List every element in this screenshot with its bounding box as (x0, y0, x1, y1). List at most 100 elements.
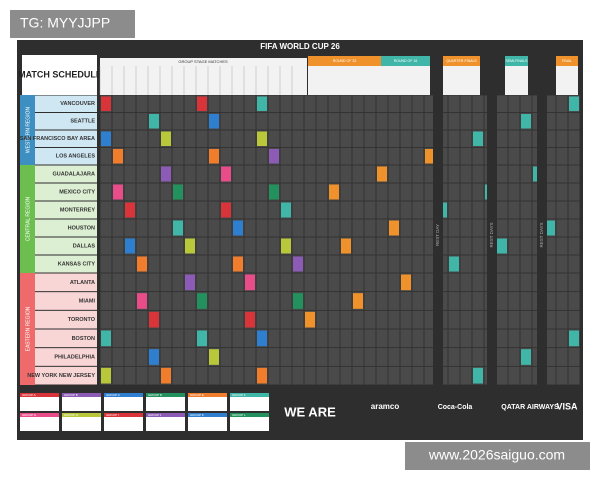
grid-cell (448, 147, 460, 165)
grid-cell (184, 112, 196, 130)
grid-cell (496, 183, 508, 201)
grid-cell (208, 273, 220, 292)
grid-cell (112, 255, 124, 273)
grid-cell (160, 95, 172, 113)
rest-day-label: REST DAYS (539, 222, 544, 247)
grid-cell (304, 165, 316, 183)
grid-cell (400, 95, 412, 113)
grid-cell (316, 95, 328, 113)
grid-cell (172, 130, 184, 148)
grid-cell (304, 183, 316, 201)
round-date-panel (308, 66, 381, 95)
grid-cell (184, 219, 196, 237)
grid-cell (220, 147, 232, 165)
grid-cell (364, 165, 376, 183)
grid-cell (100, 273, 112, 292)
grid-cell (316, 237, 328, 255)
grid-cell (292, 219, 304, 237)
grid-cell (280, 147, 292, 165)
grid-cell (316, 348, 328, 366)
grid-cell (160, 219, 172, 237)
grid-cell (376, 183, 388, 201)
match-cell (245, 274, 255, 291)
logo-text: MATCH SCHEDULE (18, 69, 102, 79)
grid-cell (460, 292, 472, 310)
grid-cell (232, 201, 244, 219)
match-cell (269, 184, 279, 200)
grid-cell (304, 95, 316, 113)
grid-cell (256, 219, 268, 237)
grid-cell (388, 95, 400, 113)
grid-cell (460, 255, 472, 273)
grid-cell (112, 165, 124, 183)
grid-cell (112, 219, 124, 237)
grid-cell (556, 292, 568, 310)
grid-cell (460, 348, 472, 366)
grid-cell (496, 147, 508, 165)
grid-cell (352, 112, 364, 130)
grid-cell (496, 219, 508, 237)
grid-cell (472, 183, 484, 201)
grid-cell (136, 348, 148, 366)
match-cell (173, 220, 183, 236)
grid-cell (388, 329, 400, 348)
grid-cell (304, 348, 316, 366)
grid-cell (196, 237, 208, 255)
grid-cell (364, 255, 376, 273)
grid-cell (520, 237, 532, 255)
grid-cell (268, 95, 280, 113)
grid-cell (556, 310, 568, 329)
grid-cell (556, 219, 568, 237)
grid-cell (304, 147, 316, 165)
grid-cell (220, 310, 232, 329)
group-strip (20, 413, 59, 417)
grid-cell (232, 292, 244, 310)
city-label: ATLANTA (70, 280, 95, 286)
grid-cell (424, 219, 436, 237)
grid-cell (376, 95, 388, 113)
round-label: FINAL (562, 59, 572, 63)
match-cell (197, 96, 207, 111)
grid-cell (184, 310, 196, 329)
grid-cell (568, 183, 580, 201)
grid-cell (328, 95, 340, 113)
grid-cell (472, 273, 484, 292)
grid-cell (232, 165, 244, 183)
grid-cell (292, 310, 304, 329)
grid-cell (352, 310, 364, 329)
grid-cell (172, 273, 184, 292)
region-label: EASTERN REGION (25, 306, 31, 351)
grid-cell (400, 348, 412, 366)
grid-cell (292, 366, 304, 385)
grid-cell (556, 183, 568, 201)
grid-cell (508, 366, 520, 385)
group-label: GROUP L (232, 413, 246, 417)
grid-cell (376, 348, 388, 366)
grid-cell (136, 366, 148, 385)
grid-cell (268, 112, 280, 130)
grid-cell (496, 165, 508, 183)
grid-cell (472, 95, 484, 113)
grid-cell (412, 165, 424, 183)
rest-day-label: REST DAY (435, 224, 440, 246)
grid-cell (544, 255, 556, 273)
grid-cell (316, 219, 328, 237)
grid-cell (388, 201, 400, 219)
grid-cell (124, 348, 136, 366)
grid-cell (340, 348, 352, 366)
grid-cell (208, 165, 220, 183)
grid-cell (400, 292, 412, 310)
grid-cell (400, 255, 412, 273)
grid-cell (124, 329, 136, 348)
grid-cell (424, 130, 436, 148)
match-cell (221, 202, 231, 218)
match-cell (101, 96, 111, 111)
grid-cell (340, 165, 352, 183)
grid-cell (304, 130, 316, 148)
grid-cell (544, 273, 556, 292)
match-cell (497, 238, 507, 254)
grid-cell (568, 310, 580, 329)
grid-cell (124, 165, 136, 183)
grid-cell (160, 348, 172, 366)
grid-cell (280, 165, 292, 183)
